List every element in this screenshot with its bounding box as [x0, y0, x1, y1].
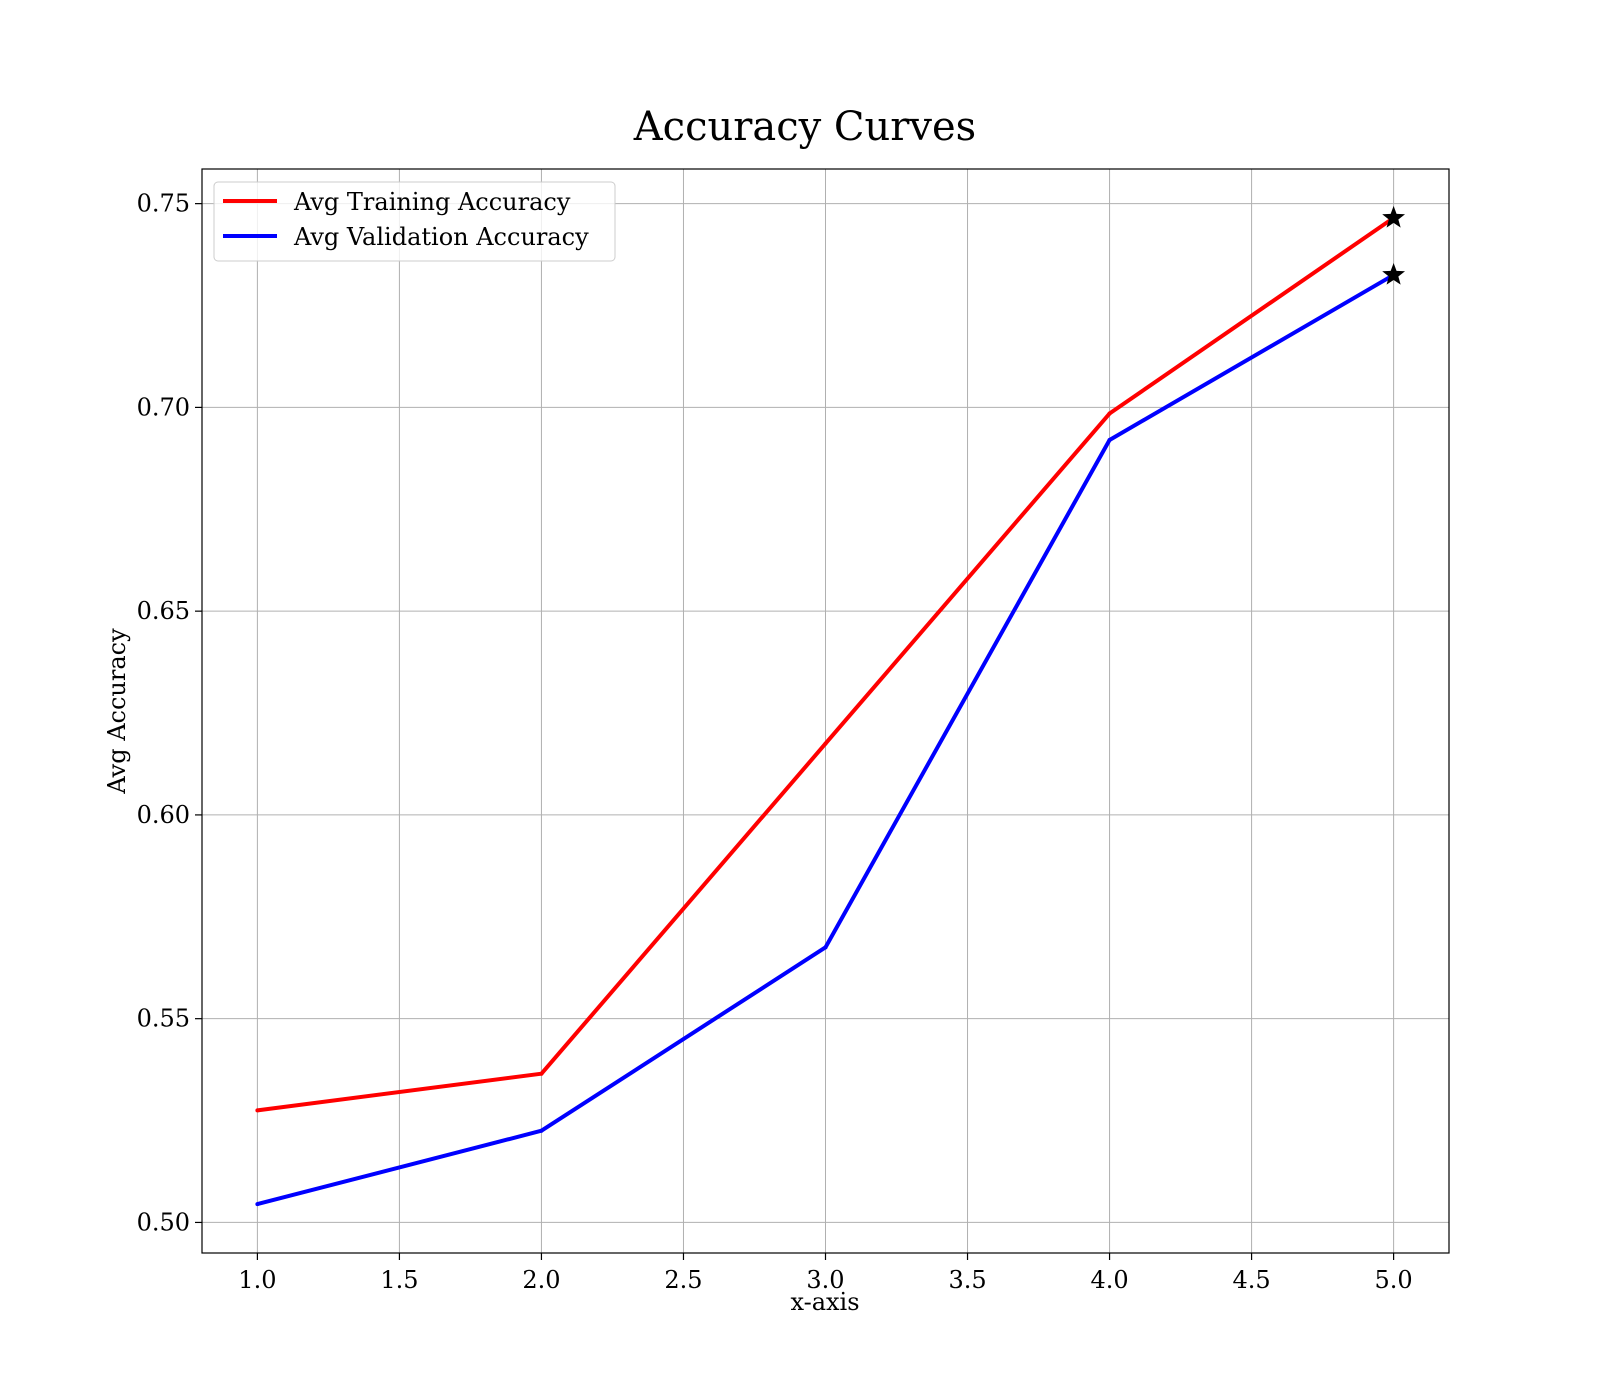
ticks: 1.0 1.5 2.0 2.5 3.0 3.5 4.0 4.5 5.0 0.50 0.55 0.60 0…	[137, 190, 1413, 1294]
data-point-validation	[539, 1128, 544, 1133]
legend: Avg Training Accuracy Avg Validation Acc…	[213, 181, 616, 262]
y-tick-label: 0.70	[137, 393, 190, 421]
end-star-marker-validation	[1382, 262, 1406, 285]
x-tick-label: 3.5	[948, 1266, 986, 1294]
y-tick-label: 0.60	[137, 801, 190, 829]
data-point-training	[1107, 411, 1112, 416]
x-axis-label: x-axis	[790, 1288, 859, 1316]
data-point-validation	[255, 1202, 260, 1207]
x-tick-label: 1.5	[380, 1266, 418, 1294]
y-tick-label: 0.65	[137, 597, 190, 625]
x-tick-label: 2.0	[522, 1266, 560, 1294]
end-star-marker-training	[1382, 205, 1406, 228]
data-point-training	[823, 741, 828, 746]
x-tick-label: 4.0	[1090, 1266, 1128, 1294]
legend-box	[213, 181, 616, 262]
y-tick-label: 0.50	[137, 1208, 190, 1236]
data-point-training	[539, 1071, 544, 1076]
x-tick-label: 5.0	[1375, 1266, 1413, 1294]
chart-title: Accuracy Curves	[633, 104, 976, 150]
x-tick-label: 4.5	[1232, 1266, 1270, 1294]
y-axis-label: Avg Accuracy	[103, 628, 131, 795]
data-point-validation	[1107, 438, 1112, 442]
data-point-validation	[823, 945, 828, 950]
x-tick-label: 3.0	[806, 1266, 844, 1294]
grid	[202, 169, 1449, 1253]
data-point-training	[255, 1108, 260, 1113]
x-tick-label: 2.5	[664, 1266, 702, 1294]
legend-label-training: Avg Training Accuracy	[293, 188, 571, 216]
y-tick-label: 0.55	[137, 1005, 190, 1033]
y-tick-label: 0.75	[137, 190, 190, 218]
legend-label-validation: Avg Validation Accuracy	[293, 223, 589, 251]
series-layer	[255, 205, 1406, 1207]
x-tick-label: 1.0	[238, 1266, 276, 1294]
